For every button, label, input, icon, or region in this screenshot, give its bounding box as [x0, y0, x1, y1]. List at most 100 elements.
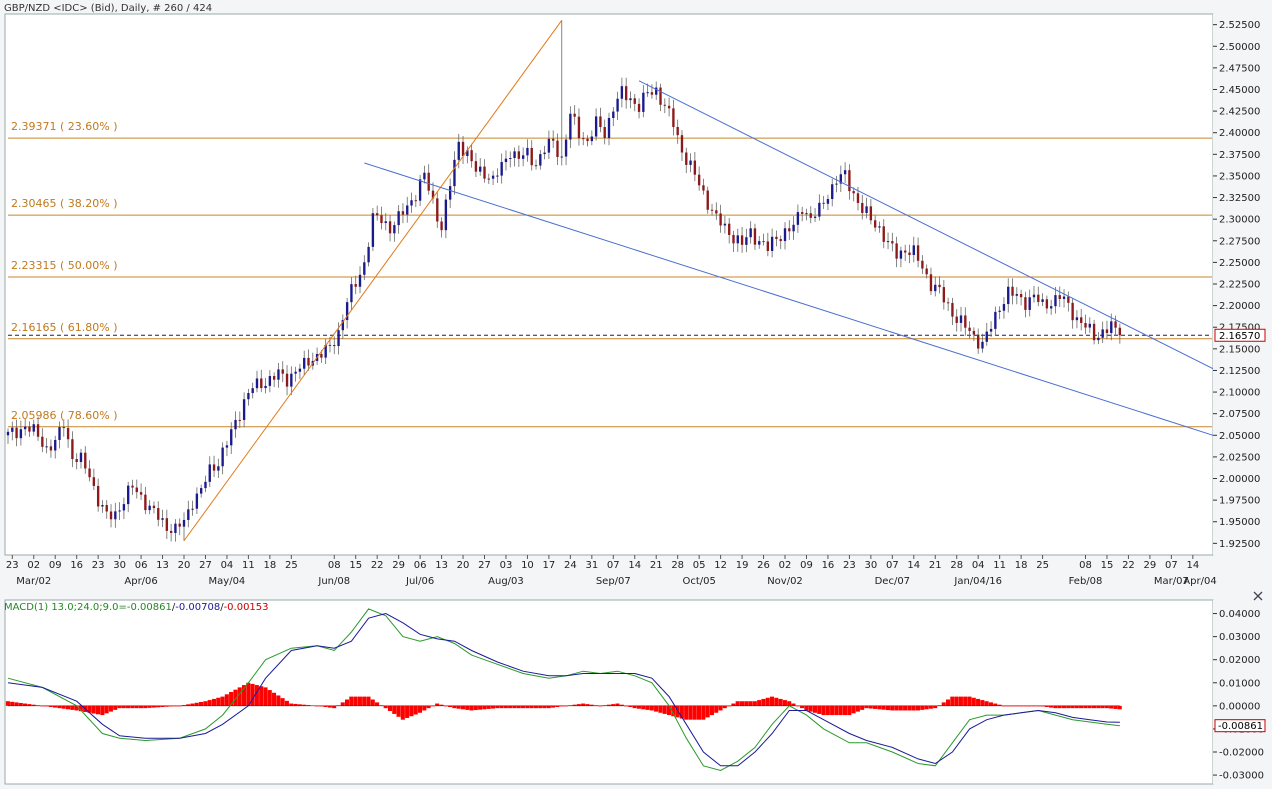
- macd-histogram-bar: [469, 705, 474, 711]
- candle: [951, 297, 954, 326]
- x-day-label: 08: [1079, 560, 1092, 571]
- macd-histogram-bar: [585, 704, 590, 706]
- trend-line[interactable]: [364, 162, 1214, 436]
- macd-histogram-bar: [70, 705, 75, 710]
- macd-histogram-bar: [950, 696, 955, 706]
- x-day-label: 27: [478, 560, 491, 571]
- candle: [513, 147, 516, 167]
- candle: [745, 228, 748, 253]
- macd-histogram-bar: [611, 704, 616, 706]
- candle: [127, 481, 130, 513]
- candle: [650, 84, 654, 99]
- candle: [474, 152, 478, 177]
- candle: [148, 500, 151, 515]
- close-icon[interactable]: [1253, 591, 1263, 601]
- candle: [32, 419, 35, 436]
- macd-histogram-bar: [164, 705, 169, 707]
- macd-histogram-bar: [907, 705, 912, 711]
- trend-line[interactable]: [638, 80, 1214, 370]
- x-day-label: 12: [714, 560, 727, 571]
- candle: [599, 107, 602, 133]
- candle: [642, 85, 645, 118]
- candle: [324, 339, 327, 365]
- candle: [620, 77, 624, 108]
- macd-histogram-bar: [117, 705, 122, 709]
- candle: [878, 221, 881, 233]
- macd-histogram-bar: [804, 705, 809, 711]
- macd-histogram-bar: [881, 705, 886, 710]
- macd-histogram-bar: [701, 705, 706, 720]
- macd-histogram-bar: [10, 701, 15, 706]
- y-tick-label: 2.15000: [1219, 344, 1260, 355]
- macd-y-tick-label: 0.01000: [1219, 678, 1260, 689]
- candle: [895, 236, 898, 268]
- candle: [552, 130, 555, 148]
- candle: [534, 159, 538, 170]
- fib-level-label: 2.30465 ( 38.20% ): [11, 197, 118, 210]
- candle: [891, 232, 894, 252]
- macd-header: MACD(1) 13.0;24.0;9.0=-0.00861/-0.00708/…: [4, 602, 269, 613]
- candle: [539, 149, 542, 170]
- candle: [994, 306, 997, 336]
- x-month-label: Nov/02: [767, 576, 803, 587]
- x-day-label: 16: [822, 560, 835, 571]
- macd-histogram-bar: [868, 705, 873, 709]
- macd-histogram-bar: [91, 705, 96, 714]
- candle: [397, 205, 400, 234]
- candle: [208, 456, 211, 488]
- candle: [15, 419, 18, 447]
- macd-histogram-bar: [503, 705, 508, 709]
- macd-histogram-bar: [551, 705, 556, 708]
- x-day-label: 11: [993, 560, 1006, 571]
- x-day-label: 29: [1144, 560, 1157, 571]
- candle: [1058, 286, 1061, 308]
- candle: [6, 428, 10, 444]
- candle: [732, 230, 735, 252]
- candle: [946, 297, 950, 312]
- macd-histogram-bar: [186, 704, 191, 706]
- macd-histogram-bar: [538, 705, 543, 709]
- macd-histogram-bar: [589, 704, 594, 706]
- macd-histogram-bar: [74, 705, 79, 711]
- candle: [1084, 314, 1087, 335]
- macd-histogram-bar: [23, 703, 28, 706]
- y-tick-label: 2.40000: [1219, 128, 1260, 139]
- macd-axis[interactable]: [1213, 600, 1272, 784]
- macd-histogram-bar: [452, 705, 457, 709]
- macd-histogram-bar: [941, 702, 946, 706]
- macd-histogram-bar: [641, 705, 646, 710]
- candle: [526, 139, 529, 162]
- x-day-label: 07: [886, 560, 899, 571]
- candle: [693, 151, 697, 182]
- candle: [277, 362, 280, 388]
- macd-histogram-bar: [860, 705, 865, 710]
- macd-histogram-bar: [332, 705, 337, 709]
- macd-histogram-bar: [1070, 705, 1075, 709]
- candle: [255, 370, 259, 393]
- y-tick-label: 2.20000: [1219, 301, 1260, 312]
- macd-histogram-bar: [87, 705, 92, 713]
- price-axis[interactable]: [1213, 14, 1272, 555]
- candle: [470, 143, 473, 168]
- candle: [667, 97, 671, 117]
- macd-histogram-bar: [413, 705, 418, 715]
- x-day-label: 09: [49, 560, 62, 571]
- macd-histogram-bar: [100, 705, 105, 716]
- candle: [955, 309, 958, 332]
- x-day-label: 29: [392, 560, 405, 571]
- candle: [217, 458, 220, 478]
- x-day-label: 28: [671, 560, 684, 571]
- candle: [612, 107, 615, 127]
- macd-histogram-bar: [482, 705, 487, 710]
- macd-histogram-bar: [297, 704, 302, 706]
- candle: [96, 478, 100, 512]
- fib-swing-line[interactable]: [183, 20, 563, 542]
- candle: [925, 264, 928, 279]
- macd-histogram-bar: [490, 705, 496, 709]
- macd-histogram-bar: [645, 705, 650, 710]
- macd-histogram-bar: [104, 705, 109, 714]
- macd-histogram-bar: [533, 705, 538, 709]
- candle: [182, 512, 186, 541]
- macd-histogram-bar: [812, 705, 817, 713]
